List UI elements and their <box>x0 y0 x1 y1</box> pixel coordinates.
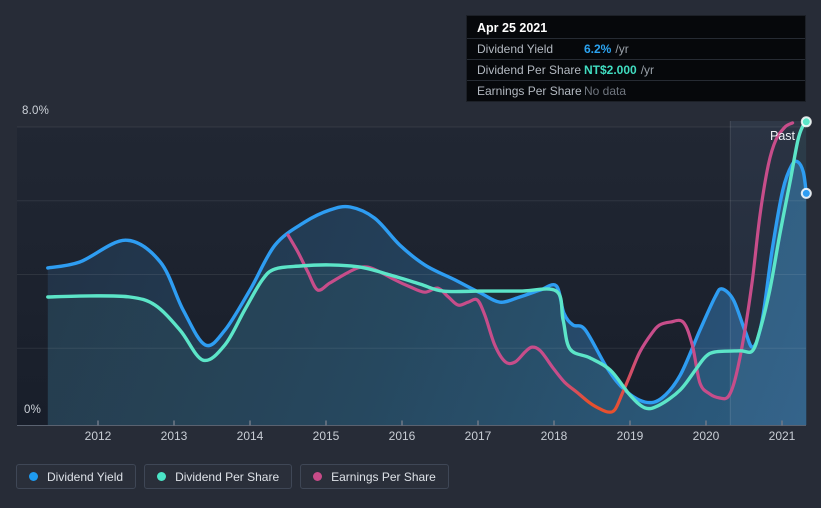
x-tick-label-2019: 2019 <box>616 429 644 443</box>
x-tick-label-2013: 2013 <box>160 429 188 443</box>
tooltip-label: Dividend Per Share <box>477 63 582 77</box>
tooltip-row-earnings-per-share: Earnings Per Share No data <box>467 80 805 101</box>
x-tick-label-2015: 2015 <box>312 429 340 443</box>
legend-label: Dividend Yield <box>47 469 124 484</box>
chart-tooltip: Apr 25 2021 Dividend Yield 6.2% /yr Divi… <box>466 15 806 102</box>
x-tick-label-2014: 2014 <box>236 429 264 443</box>
y-axis-label-top: 8.0% <box>22 105 50 117</box>
legend-dot-icon <box>313 472 323 481</box>
legend-item-dividend-per-share[interactable]: Dividend Per Share <box>144 464 293 489</box>
tooltip-value: No data <box>584 84 627 98</box>
x-tick-label-2020: 2020 <box>692 429 720 443</box>
tooltip-row-dividend-per-share: Dividend Per Share NT$2.000 /yr <box>467 59 805 80</box>
tooltip-value: NT$2.000 <box>584 63 637 77</box>
tooltip-suffix: /yr <box>640 63 655 77</box>
legend-dot-icon <box>157 472 167 481</box>
tooltip-suffix: /yr <box>615 42 629 56</box>
tooltip-label: Dividend Yield <box>477 42 554 56</box>
x-tick-label-2016: 2016 <box>388 429 416 443</box>
legend-label: Earnings Per Share <box>331 469 436 484</box>
legend-item-dividend-yield[interactable]: Dividend Yield <box>16 464 137 489</box>
tooltip-value: 6.2% <box>584 42 612 56</box>
x-tick-label-2017: 2017 <box>464 429 492 443</box>
chart-legend: Dividend Yield Dividend Per Share Earnings… <box>16 464 449 489</box>
tooltip-date: Apr 25 2021 <box>477 21 548 35</box>
y-axis-label-bottom: 0% <box>24 404 42 416</box>
legend-dot-icon <box>29 472 38 481</box>
legend-item-earnings-per-share[interactable]: Earnings Per Share <box>300 464 449 489</box>
x-tick-label-2012: 2012 <box>84 429 112 443</box>
tooltip-label: Earnings Per Share <box>477 84 582 98</box>
x-tick-label-2021: 2021 <box>768 429 796 443</box>
past-region-label: Past <box>770 129 796 143</box>
tooltip-row-dividend-yield: Dividend Yield 6.2% /yr <box>467 38 805 59</box>
x-tick-label-2018: 2018 <box>540 429 568 443</box>
legend-label: Dividend Per Share <box>175 469 280 484</box>
